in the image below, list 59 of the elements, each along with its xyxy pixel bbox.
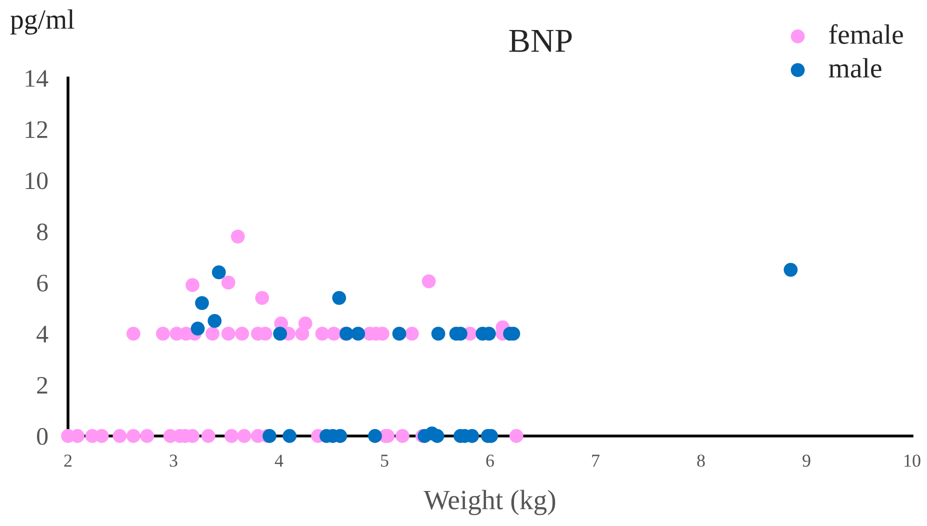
point — [112, 429, 127, 443]
x-tick-label: 9 — [802, 454, 810, 467]
y-tick-label: 10 — [26, 172, 48, 190]
point — [195, 296, 209, 310]
point — [368, 429, 382, 443]
point — [298, 316, 312, 330]
x-tick-label: 10 — [904, 454, 920, 467]
y-tick-label: 4 — [36, 326, 48, 342]
point — [262, 429, 276, 443]
point — [395, 429, 410, 443]
x-tick-label: 5 — [381, 454, 388, 467]
point — [509, 429, 524, 443]
y-tick-label: 0 — [37, 428, 48, 445]
point — [221, 326, 236, 341]
point — [404, 326, 419, 341]
point — [224, 429, 238, 443]
x-tick-label: 4 — [274, 454, 284, 467]
point — [332, 290, 346, 305]
point — [784, 262, 798, 277]
point — [430, 429, 444, 443]
point — [221, 276, 236, 290]
point — [126, 326, 140, 341]
x-axis-title: Weight (kg) — [424, 490, 556, 516]
x-tick-label: 2 — [64, 454, 72, 467]
point — [422, 274, 436, 288]
y-tick-label: 14 — [26, 70, 48, 87]
x-tick-label: 8 — [697, 454, 705, 467]
point — [351, 326, 366, 341]
x-tick-label: 7 — [592, 454, 600, 467]
point — [255, 290, 270, 305]
point — [70, 429, 84, 443]
point — [237, 429, 252, 443]
legend-label: male — [828, 58, 882, 78]
point — [201, 429, 216, 443]
y-axis-title: pg/ml — [10, 9, 74, 35]
y-tick-label: 2 — [37, 376, 48, 394]
point — [273, 326, 287, 341]
point — [230, 230, 245, 244]
legend-label: female — [829, 24, 903, 44]
y-tick-label: 12 — [26, 121, 48, 138]
point — [392, 326, 406, 341]
y-tick-label: 6 — [37, 274, 48, 292]
chart-title: BNP — [509, 30, 572, 52]
point — [206, 326, 220, 341]
point — [190, 322, 205, 336]
x-tick-label: 3 — [170, 454, 178, 467]
point — [140, 429, 154, 443]
point — [208, 314, 222, 328]
point — [235, 326, 250, 341]
x-tick-label: 6 — [486, 454, 494, 467]
y-tick-label: 8 — [37, 223, 48, 240]
point — [282, 429, 296, 443]
point — [431, 326, 446, 341]
point — [326, 326, 341, 341]
point — [156, 326, 170, 341]
point — [126, 429, 140, 443]
point — [186, 278, 200, 292]
point — [212, 265, 226, 280]
point — [315, 326, 330, 341]
